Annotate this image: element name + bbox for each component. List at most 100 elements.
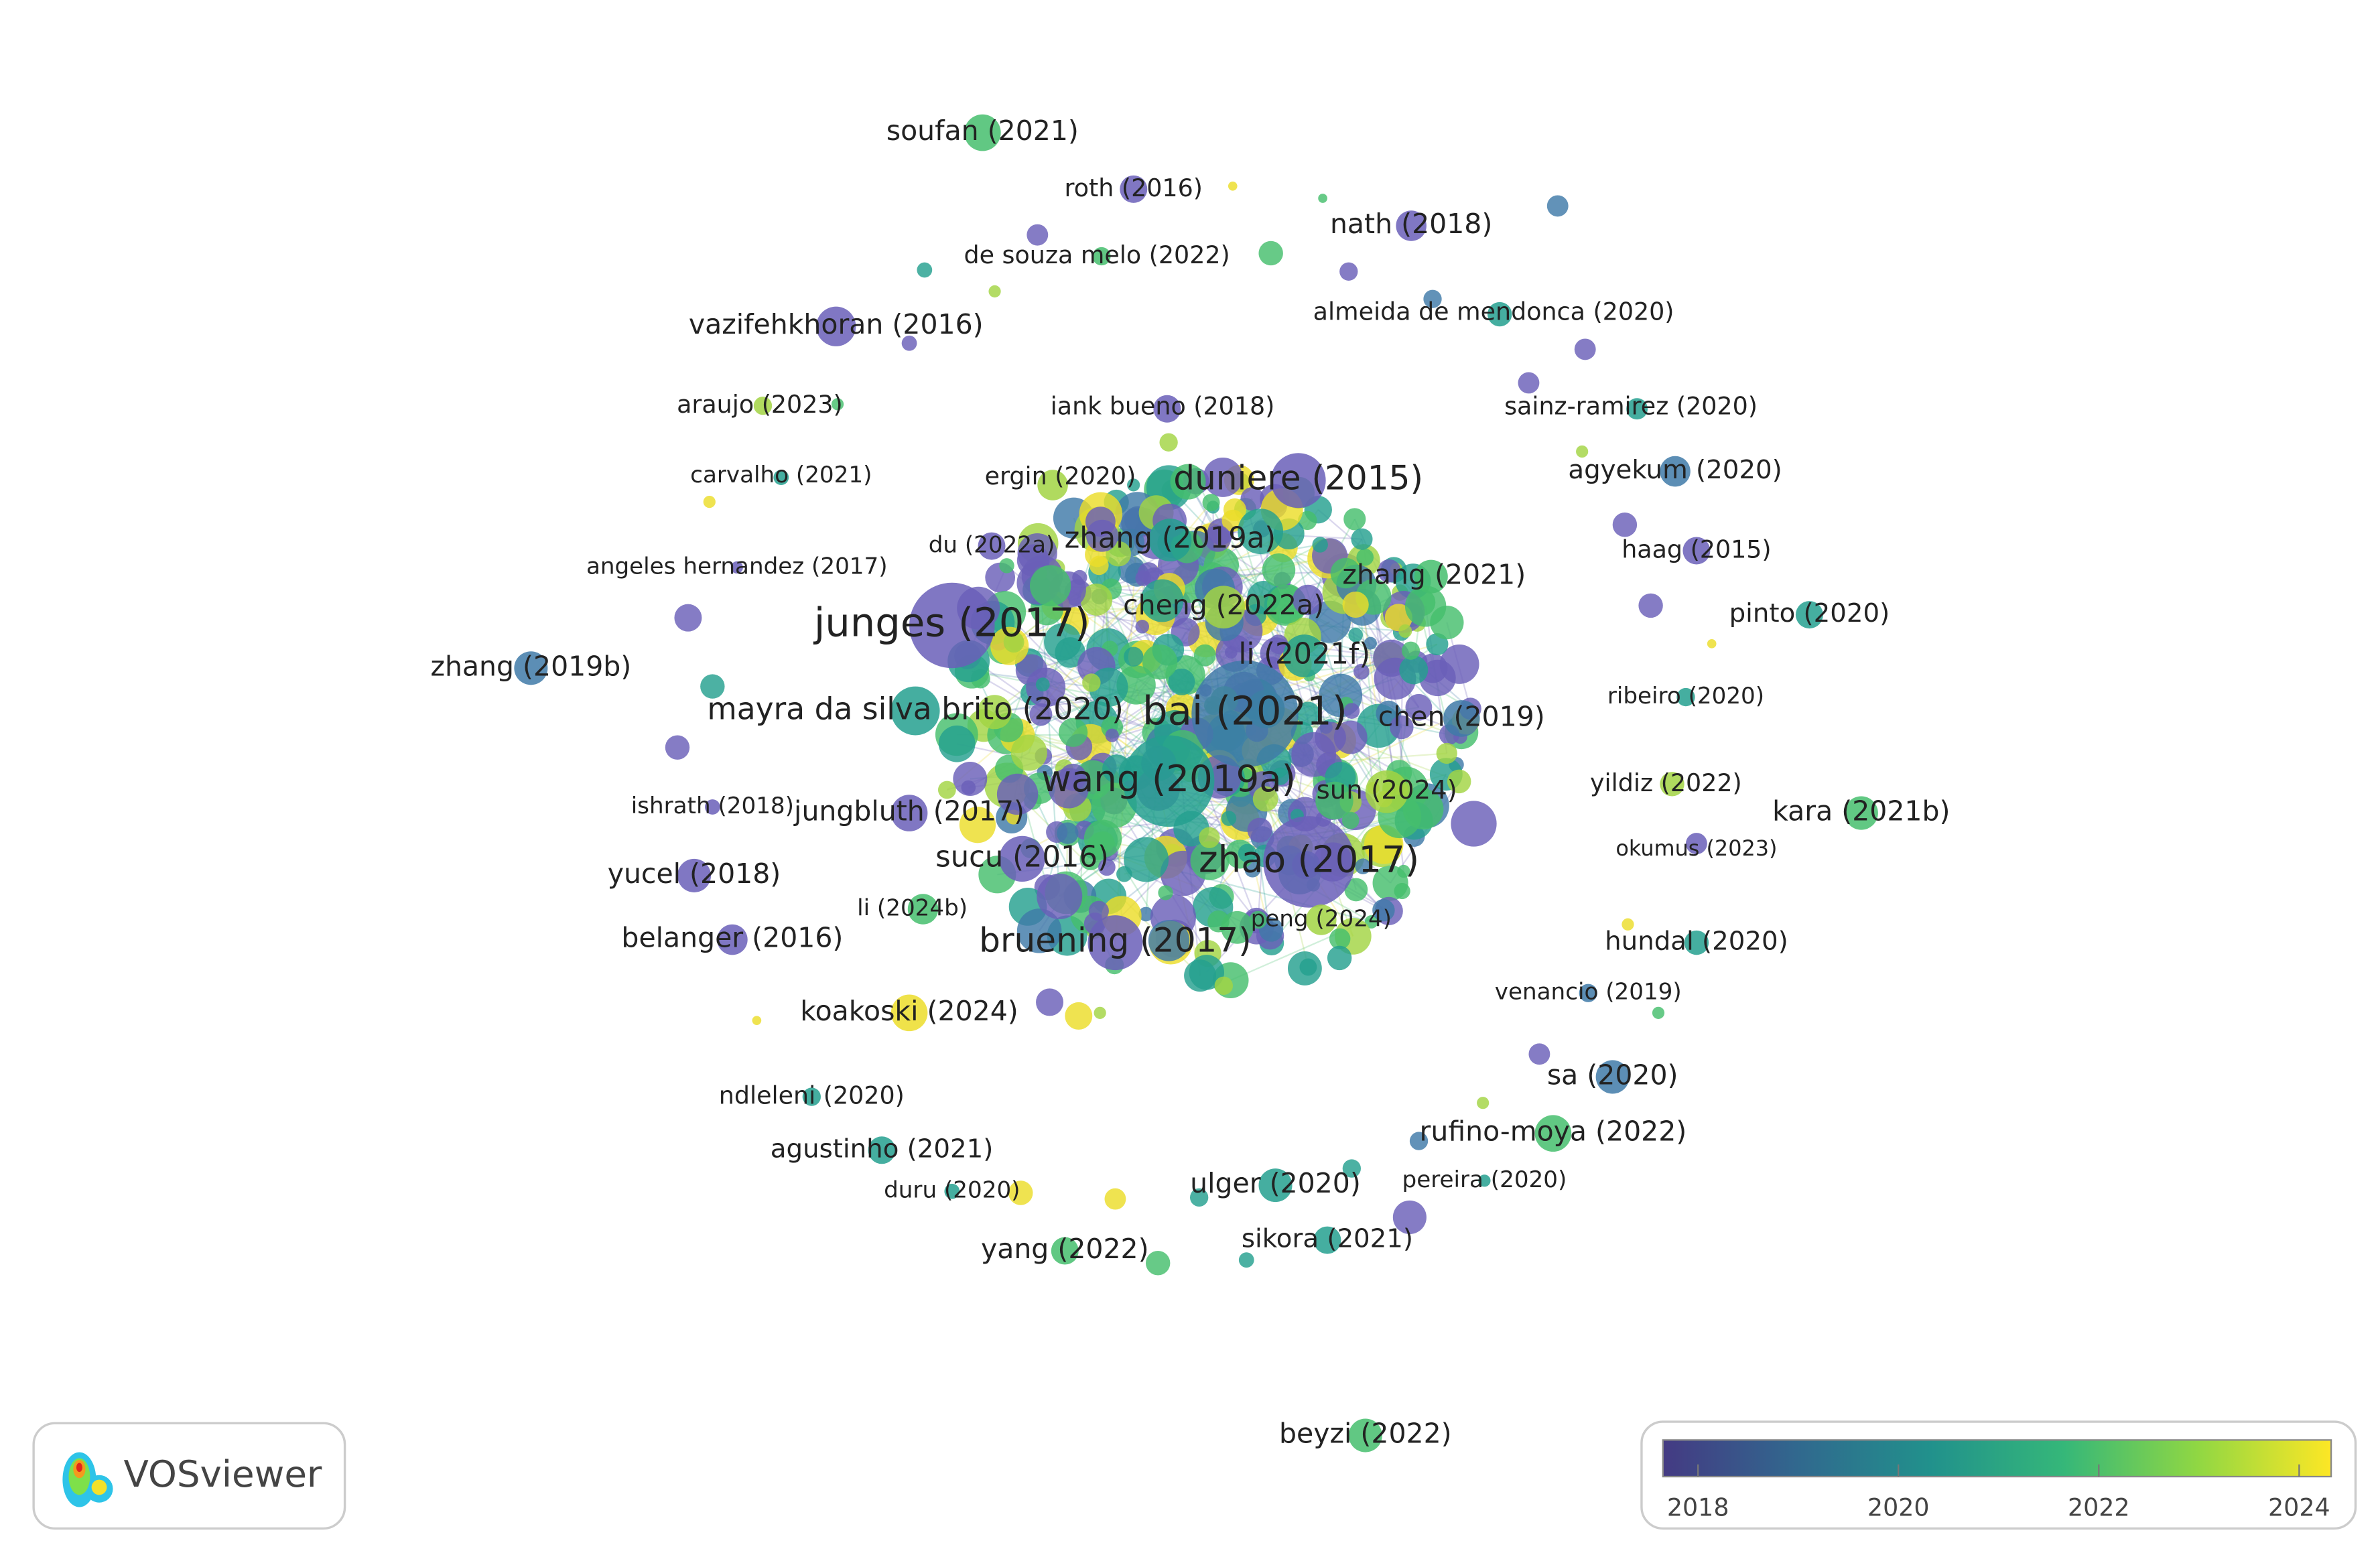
cluster-node	[1451, 801, 1497, 847]
node	[890, 795, 928, 831]
cluster-node	[1364, 636, 1377, 650]
cluster-node	[1318, 194, 1327, 203]
cluster-node	[938, 725, 976, 762]
cluster-node	[1312, 537, 1328, 553]
cluster-node	[1135, 620, 1149, 634]
node-label: bruening (2017)	[979, 921, 1252, 960]
node-label: jungbluth (2017)	[793, 795, 1024, 827]
node	[1534, 1115, 1572, 1152]
cluster-node	[1170, 464, 1206, 500]
node	[1092, 247, 1111, 266]
node	[1051, 1237, 1079, 1265]
node	[1595, 1060, 1630, 1094]
cluster-node	[1622, 918, 1634, 931]
node	[1478, 1174, 1491, 1187]
cluster-node	[1344, 878, 1368, 902]
cluster-node	[1574, 338, 1596, 360]
node-label: agyekum (2020)	[1568, 455, 1782, 485]
cluster-node	[674, 604, 702, 632]
cluster-node	[1199, 827, 1220, 848]
cluster-node	[1240, 487, 1264, 511]
node-label: ribeiro (2020)	[1607, 683, 1764, 709]
cluster-node	[1402, 789, 1444, 830]
node	[1037, 470, 1068, 500]
node-label: venancio (2019)	[1495, 979, 1682, 1006]
node-label: koakoski (2024)	[800, 995, 1018, 1027]
cluster-node	[1148, 920, 1190, 961]
cluster-node	[1085, 506, 1116, 537]
cluster-node	[1262, 553, 1296, 587]
node-label: li (2024b)	[857, 895, 968, 922]
node	[1682, 537, 1711, 565]
cluster-node	[959, 807, 996, 843]
cluster-node	[1401, 641, 1420, 660]
node-label: iank bueno (2018)	[1051, 391, 1275, 420]
node-label: yildiz (2022)	[1590, 768, 1742, 797]
cluster-node	[1138, 906, 1154, 922]
cluster-node	[1327, 945, 1352, 971]
node-label: kara (2021b)	[1772, 795, 1950, 827]
node-label: sucu (2016)	[935, 840, 1109, 874]
cluster-node	[1398, 624, 1412, 638]
legend-tick-label: 2018	[1667, 1493, 1729, 1521]
logo-text: VOSviewer	[123, 1452, 322, 1495]
node	[890, 686, 940, 736]
node	[1660, 772, 1684, 797]
cluster-node	[1390, 715, 1414, 740]
node-label: yucel (2018)	[608, 858, 781, 890]
cluster-node	[1342, 591, 1369, 618]
node-label: nath (2018)	[1330, 208, 1492, 240]
node	[514, 651, 548, 685]
node-label: pinto (2020)	[1729, 598, 1890, 628]
cluster-node	[1204, 525, 1232, 552]
cluster-node	[1184, 959, 1217, 992]
cluster-node	[1409, 1132, 1429, 1150]
cluster-node	[1080, 584, 1113, 616]
logo[interactable]: VOSviewer	[32, 1422, 346, 1530]
cluster-node	[1016, 908, 1062, 953]
cluster-node	[1238, 1252, 1254, 1268]
node	[802, 1087, 821, 1106]
node	[1122, 735, 1215, 827]
cluster-node	[1399, 655, 1429, 685]
legend-tick-label: 2022	[2068, 1493, 2130, 1521]
cluster-node	[1168, 668, 1195, 695]
cluster-node	[1436, 742, 1457, 764]
cluster-node	[1207, 910, 1230, 933]
node-label: zhang (2021)	[1342, 559, 1526, 591]
cluster-node	[1343, 508, 1366, 531]
cluster-node	[1397, 864, 1410, 878]
node-label: pereira (2020)	[1402, 1166, 1567, 1193]
cluster-node	[1010, 734, 1047, 771]
node	[1579, 984, 1597, 1002]
node-label: haag (2015)	[1622, 535, 1771, 563]
node	[1306, 904, 1337, 935]
cluster-node	[1092, 831, 1115, 854]
node-label: vazifehkhoran (2016)	[689, 308, 984, 340]
node-label: soufan (2021)	[886, 115, 1079, 147]
color-bar	[1662, 1439, 2332, 1478]
cluster-node	[1065, 1002, 1093, 1030]
cluster-node	[999, 558, 1014, 573]
legend-tick-label: 2020	[1867, 1493, 1930, 1521]
node-label: mayra da silva brito (2020)	[707, 691, 1124, 727]
cluster-node	[1364, 915, 1378, 929]
cluster-node	[1528, 1043, 1550, 1065]
node-label: roth (2016)	[1065, 174, 1203, 202]
node	[1258, 1168, 1293, 1203]
cluster-node	[1252, 786, 1278, 812]
cluster-node	[1405, 693, 1433, 721]
cluster-node	[1343, 703, 1360, 719]
cluster-node	[1315, 781, 1353, 820]
cluster-node	[1439, 644, 1479, 684]
node	[1844, 796, 1878, 830]
node-label: okumus (2023)	[1615, 835, 1777, 861]
cluster-node	[1094, 1006, 1106, 1019]
cluster-node	[1342, 1159, 1362, 1178]
cluster-node	[703, 495, 716, 509]
cluster-node	[1329, 928, 1351, 950]
node	[868, 1136, 896, 1164]
node-label: sikora (2021)	[1242, 1224, 1413, 1254]
